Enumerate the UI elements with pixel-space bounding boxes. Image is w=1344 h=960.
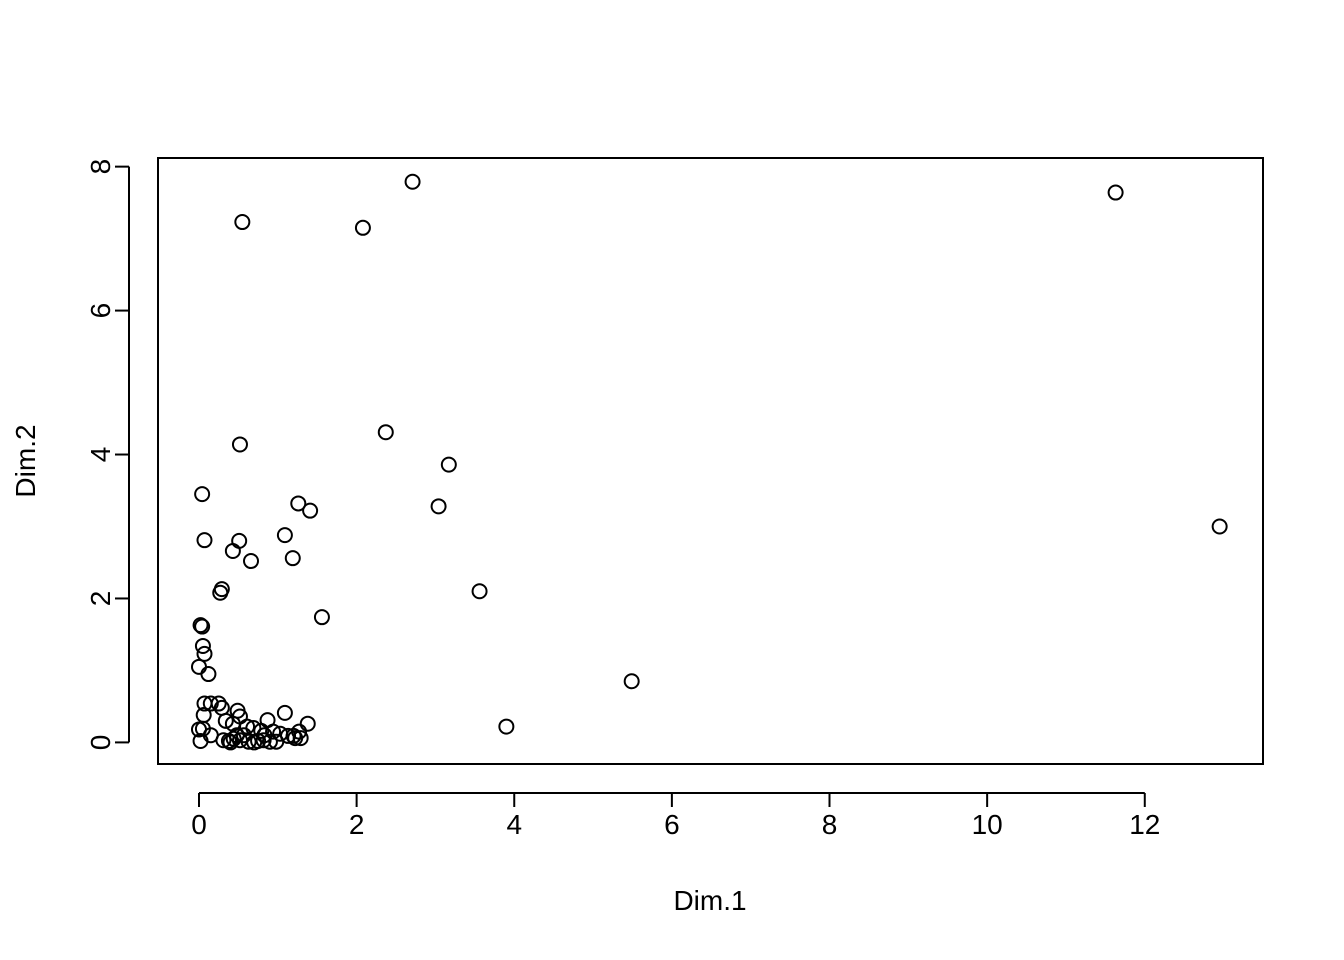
data-point	[194, 618, 211, 635]
data-point	[231, 436, 248, 453]
data-point	[285, 727, 302, 744]
data-point	[234, 214, 251, 231]
data-point	[276, 527, 293, 544]
x-tick-label: 10	[972, 809, 1003, 840]
data-point	[231, 532, 248, 549]
y-tick-label: 0	[85, 735, 116, 751]
x-tick-label: 0	[191, 809, 207, 840]
data-point	[290, 495, 307, 512]
data-point	[255, 732, 272, 749]
y-tick-label: 2	[85, 591, 116, 607]
data-point	[250, 732, 267, 749]
data-point	[210, 695, 227, 712]
data-point	[200, 666, 217, 683]
data-point	[192, 617, 209, 634]
data-point	[623, 673, 640, 690]
data-point	[313, 609, 330, 626]
data-point	[276, 704, 293, 721]
x-axis-label: Dim.1	[673, 885, 746, 916]
data-point	[287, 730, 304, 747]
data-point	[268, 733, 285, 750]
plot-box	[157, 157, 1264, 765]
x-tick-label: 12	[1129, 809, 1160, 840]
data-point	[215, 732, 232, 749]
data-point	[240, 733, 257, 750]
data-point	[194, 486, 211, 503]
x-tick-label: 4	[506, 809, 522, 840]
y-axis-label: Dim.2	[10, 424, 41, 497]
data-point	[212, 584, 229, 601]
x-tick-label: 6	[664, 809, 680, 840]
data-point	[404, 173, 421, 190]
y-tick-label: 8	[85, 159, 116, 175]
y-axis: 0 2 4 6 8	[85, 159, 130, 751]
data-point	[471, 583, 488, 600]
data-point	[1211, 518, 1228, 535]
data-point	[190, 658, 207, 675]
data-point	[377, 424, 394, 441]
data-point	[196, 532, 213, 549]
data-point	[225, 730, 242, 747]
data-point	[292, 730, 309, 747]
data-point	[261, 733, 278, 750]
data-points	[190, 173, 1228, 751]
x-tick-label: 2	[349, 809, 365, 840]
data-point	[239, 718, 256, 735]
data-point	[243, 553, 260, 570]
data-point	[354, 219, 371, 236]
data-point	[299, 715, 316, 732]
data-point	[1107, 184, 1124, 201]
data-point	[202, 695, 219, 712]
data-point	[440, 456, 457, 473]
x-axis: 0 2 4 6 8 10 12	[191, 792, 1160, 840]
data-point	[217, 712, 234, 729]
data-point	[224, 542, 241, 559]
data-point	[196, 645, 213, 662]
x-tick-label: 8	[822, 809, 838, 840]
y-tick-label: 6	[85, 303, 116, 319]
y-tick-label: 4	[85, 447, 116, 463]
data-point	[265, 723, 282, 740]
data-point	[222, 734, 239, 751]
data-point	[430, 498, 447, 515]
data-point	[194, 637, 211, 654]
data-point	[498, 718, 515, 735]
data-point	[192, 732, 209, 749]
data-point	[253, 722, 270, 739]
data-point	[284, 550, 301, 567]
data-point	[302, 502, 319, 519]
